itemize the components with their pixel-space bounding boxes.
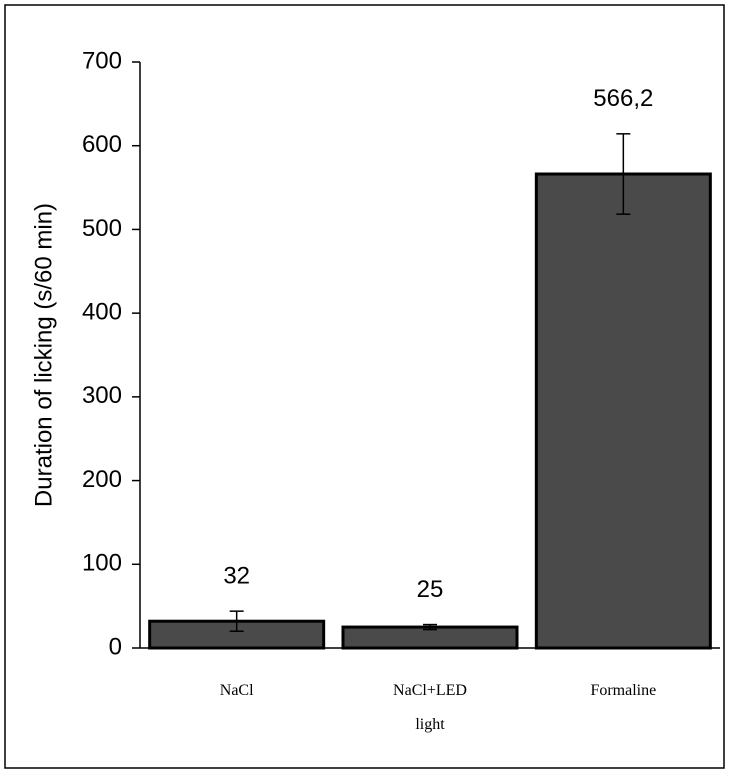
value-label: 25: [417, 576, 444, 603]
y-axis-label: Duration of licking (s/60 min): [30, 203, 57, 507]
value-label: 566,2: [593, 85, 653, 112]
y-tick-label: 300: [82, 382, 122, 409]
y-tick-label: 700: [82, 47, 122, 74]
value-label: 32: [223, 563, 250, 590]
x-tick-label: NaCl: [219, 682, 254, 699]
y-tick-label: 400: [82, 298, 122, 325]
y-tick-label: 200: [82, 466, 122, 493]
x-tick-label: NaCl+LED light: [393, 682, 467, 733]
y-tick-label: 100: [82, 550, 122, 577]
y-tick-label: 500: [82, 215, 122, 242]
x-tick-label: Formaline: [590, 682, 657, 699]
y-tick-label: 0: [109, 633, 122, 660]
y-tick-label: 600: [82, 131, 122, 158]
bar: [534, 172, 712, 650]
